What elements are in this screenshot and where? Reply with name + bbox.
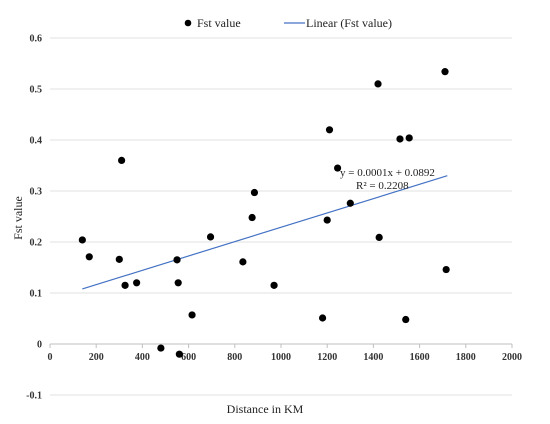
data-point [402, 315, 410, 324]
x-tick-label: 2000 [502, 352, 522, 363]
x-tick-label: 1000 [271, 352, 291, 363]
x-tick-label: 0 [48, 352, 53, 363]
x-tick-label: 1800 [456, 352, 476, 363]
data-point [405, 134, 413, 142]
trendline-equation: y = 0.0001x + 0.0892 [340, 167, 435, 179]
x-tick-label: 200 [89, 352, 104, 363]
data-point [115, 255, 123, 263]
legend-marker-fst-value [184, 19, 192, 27]
data-point [325, 126, 334, 134]
trendline-group [82, 175, 448, 290]
legend-label-linear: Linear (Fst value) [306, 16, 392, 30]
y-tick-label: 0.1 [30, 289, 43, 300]
x-axis-title: Distance in KM [227, 402, 304, 416]
data-point [270, 281, 278, 289]
data-point [248, 213, 256, 222]
data-point [375, 233, 383, 242]
x-tick-label: 1600 [410, 352, 430, 363]
data-point [118, 156, 126, 164]
legend-label-fst-value: Fst value [197, 16, 241, 30]
y-tick-label: 0.4 [30, 136, 43, 147]
data-point [78, 236, 86, 244]
y-tick-label: 0.2 [30, 238, 43, 249]
trendline-r-squared: R² = 0.2208 [356, 180, 409, 192]
x-tick-label: 800 [227, 352, 242, 363]
y-tick-label: 0.3 [30, 187, 43, 198]
axes [49, 343, 513, 348]
y-tick-label: 0.5 [30, 85, 43, 96]
data-point [133, 279, 141, 287]
data-point [157, 344, 165, 352]
y-tick-label: -0.1 [26, 391, 42, 402]
data-point [318, 314, 327, 322]
data-points [78, 68, 450, 358]
x-tick-label: 1200 [317, 352, 337, 363]
trendline [82, 175, 448, 290]
y-tick-label: 0.6 [30, 34, 43, 45]
x-tick-label: 1400 [363, 352, 383, 363]
data-point [441, 68, 449, 76]
data-point [333, 164, 342, 172]
x-tick-label: 600 [181, 352, 196, 363]
legend: Fst value Linear (Fst value) [184, 16, 392, 30]
data-point [188, 311, 196, 319]
data-point [250, 188, 259, 197]
y-axis-title: Fst value [11, 196, 25, 240]
data-point [173, 256, 181, 264]
x-tick-labels: 0 200 400 600 800 1000 1200 1400 1600 1800 2000 [48, 352, 523, 363]
data-point [206, 233, 215, 241]
data-point [175, 350, 183, 358]
data-point [121, 281, 129, 289]
data-point [346, 199, 354, 207]
y-tick-label: 0 [37, 340, 42, 351]
y-tick-labels: -0.1 0 0.1 0.2 0.3 0.4 0.5 0.6 [26, 34, 42, 402]
data-point [239, 258, 247, 266]
x-tick-label: 400 [135, 352, 150, 363]
data-point [174, 279, 182, 287]
data-point [442, 265, 450, 274]
data-point [374, 80, 382, 88]
gridlines [50, 37, 512, 396]
data-point [323, 216, 331, 224]
data-point [85, 253, 93, 261]
data-point [396, 135, 404, 143]
